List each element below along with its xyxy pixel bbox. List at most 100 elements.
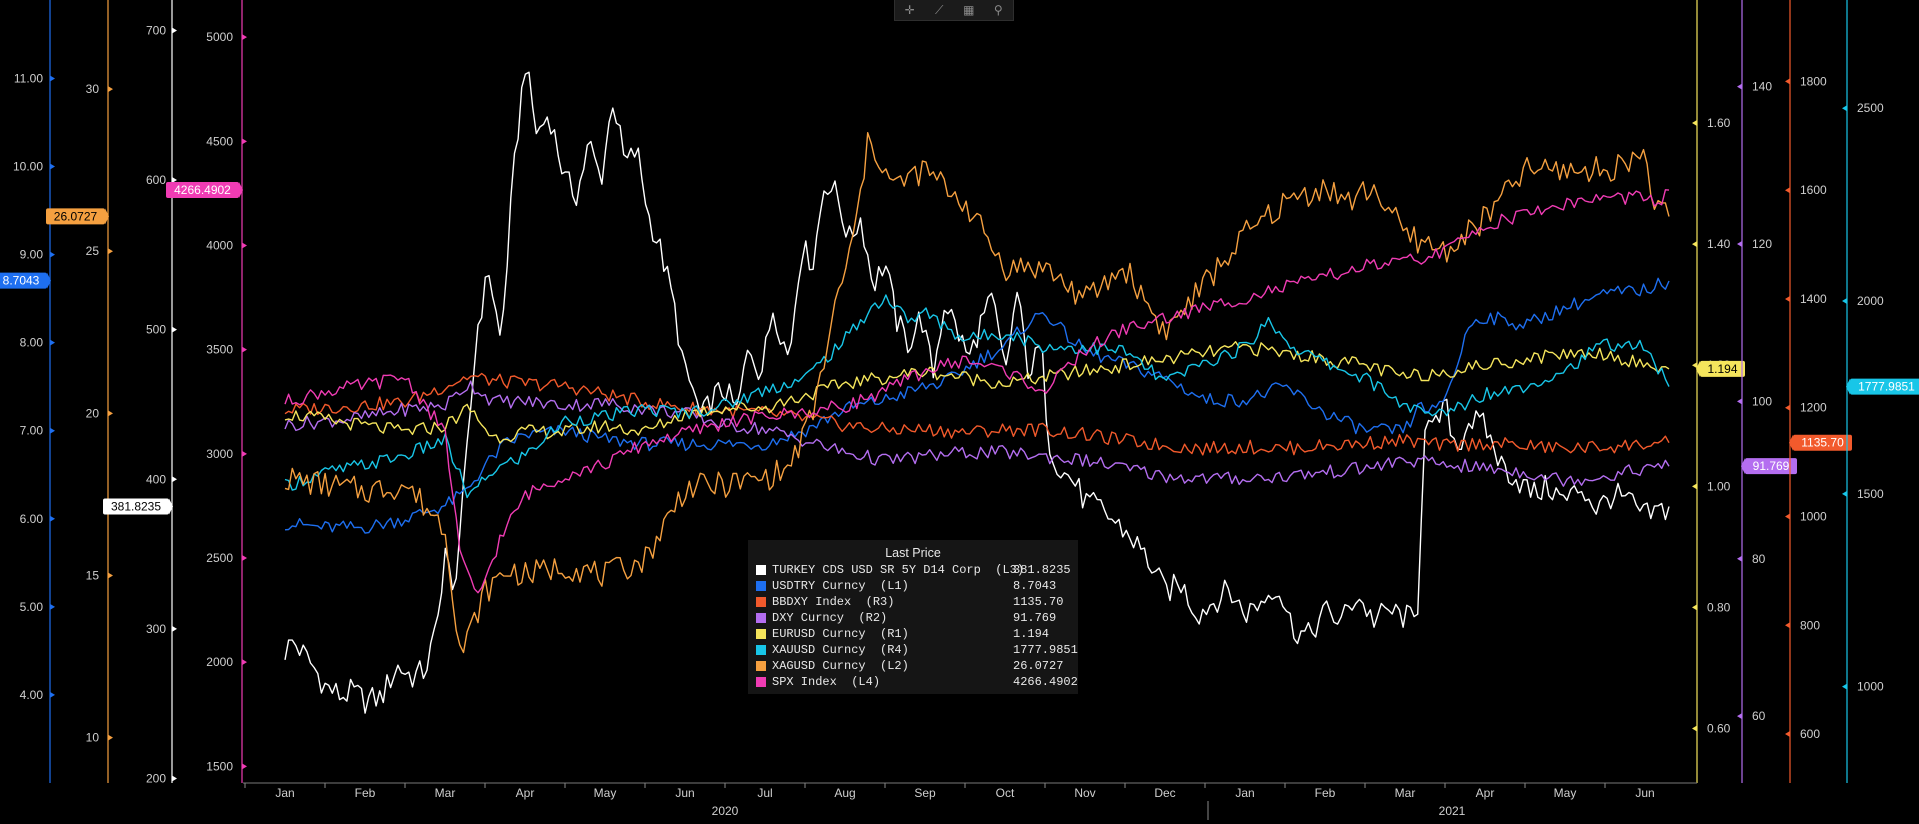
legend-series-value: 1.194 — [1013, 627, 1050, 641]
legend-row: USDTRY Curncy (L1) 8.7043 — [748, 578, 1078, 594]
last-value-label: 1.194 — [1707, 362, 1737, 376]
legend-series-value: 26.0727 — [1013, 659, 1064, 673]
axis-tick-mark — [1785, 731, 1790, 738]
axis-tick-label: 500 — [146, 323, 166, 337]
axis-tick-label: 11.00 — [14, 71, 43, 85]
last-value-label: 381.8235 — [111, 499, 161, 513]
axis-tick-label: 800 — [1800, 618, 1820, 632]
month-label: Apr — [516, 786, 535, 800]
month-label: Jan — [1235, 786, 1254, 800]
last-value-pointer — [105, 208, 109, 225]
crosshair-icon: ✛ — [904, 3, 915, 17]
axis-tick-label: 3000 — [206, 447, 233, 461]
axis-tick-label: 0.60 — [1707, 722, 1731, 736]
legend-series-name: TURKEY CDS USD SR 5Y D14 Corp (L3) — [772, 563, 1025, 577]
axis-tick-label: 1000 — [1857, 680, 1884, 694]
last-value-pointer — [1846, 378, 1850, 395]
legend-series-value: 381.8235 — [1013, 563, 1071, 577]
month-label: Mar — [435, 786, 456, 800]
axis-tick-label: 1800 — [1800, 74, 1827, 88]
legend-swatch — [756, 597, 766, 607]
axis-tick-mark — [1842, 683, 1847, 690]
axis-tick-mark — [50, 691, 55, 698]
month-label: Nov — [1074, 786, 1095, 800]
month-label: Dec — [1154, 786, 1175, 800]
last-value-pointer — [239, 181, 243, 198]
table-icon: ▦ — [963, 3, 975, 17]
series-line-r3 — [284, 372, 1670, 456]
last-value-badge-r2 — [1745, 458, 1797, 475]
axis-tick-mark — [50, 427, 55, 434]
axis-tick-label: 6.00 — [20, 512, 44, 526]
legend-swatch — [756, 645, 766, 655]
last-value-badge-l2 — [46, 208, 105, 225]
axis-tick-mark — [50, 603, 55, 610]
axis-tick-mark — [108, 734, 113, 741]
axis-tick-label: 30 — [86, 82, 100, 96]
legend-series-value: 1135.70 — [1013, 595, 1064, 609]
axis-tick-label: 1200 — [1800, 401, 1827, 415]
last-value-pointer — [169, 498, 173, 515]
axis-tick-mark — [108, 248, 113, 255]
axis-tick-label: 9.00 — [20, 248, 44, 262]
series-line-l4 — [284, 189, 1670, 594]
axis-tick-mark — [108, 410, 113, 417]
series-line-l2 — [284, 131, 1670, 654]
table-button[interactable]: ▦ — [958, 2, 980, 18]
axis-tick-mark — [1842, 298, 1847, 305]
month-label: Jul — [757, 786, 772, 800]
axis-tick-mark — [1785, 78, 1790, 85]
crosshair-button[interactable]: ✛ — [899, 2, 921, 18]
axis-tick-label: 2500 — [1857, 101, 1884, 115]
axis-tick-label: 300 — [146, 622, 166, 636]
axis-tick-mark — [1737, 83, 1742, 90]
axis-tick-label: 1.60 — [1707, 116, 1731, 130]
legend-swatch — [756, 581, 766, 591]
last-value-label: 1777.9851 — [1858, 380, 1915, 394]
axis-tick-label: 600 — [146, 173, 166, 187]
draw-line-icon: ⟋ — [935, 2, 944, 17]
axis-tick-mark — [242, 34, 247, 41]
last-value-label: 4266.4902 — [174, 183, 231, 197]
axis-tick-mark — [172, 775, 177, 782]
month-label: Feb — [355, 786, 376, 800]
axis-tick-label: 2000 — [206, 655, 233, 669]
last-value-badge-l3 — [103, 498, 169, 515]
axis-tick-mark — [1692, 241, 1697, 248]
axis-tick-mark — [242, 450, 247, 457]
axis-tick-mark — [1692, 362, 1697, 369]
legend-series-name: USDTRY Curncy (L1) — [772, 579, 909, 593]
draw-line-button[interactable]: ⟋ — [928, 2, 950, 18]
axis-tick-mark — [172, 625, 177, 632]
axis-tick-label: 1.40 — [1707, 237, 1731, 251]
legend-swatch — [756, 661, 766, 671]
axis-tick-mark — [50, 515, 55, 522]
axis-tick-label: 1600 — [1800, 183, 1827, 197]
axis-tick-label: 120 — [1752, 237, 1772, 251]
axis-tick-mark — [1737, 241, 1742, 248]
axis-tick-label: 1500 — [206, 759, 233, 773]
last-value-label: 26.0727 — [54, 209, 98, 223]
axis-tick-label: 0.80 — [1707, 600, 1731, 614]
axis-tick-mark — [50, 163, 55, 170]
year-label: 2021 — [1439, 804, 1466, 818]
legend-series-value: 1777.9851 — [1013, 643, 1078, 657]
legend-series-name: XAGUSD Curncy (L2) — [772, 659, 909, 673]
last-value-badge-l4 — [166, 181, 239, 198]
legend-series-name: XAUUSD Curncy (R4) — [772, 643, 909, 657]
axis-tick-mark — [1785, 622, 1790, 629]
legend-swatch — [756, 677, 766, 687]
axis-tick-label: 20 — [86, 406, 100, 420]
last-value-badge-r1 — [1700, 360, 1745, 377]
year-label: 2020 — [712, 804, 739, 818]
axis-tick-label: 2000 — [1857, 294, 1884, 308]
axis-tick-label: 5.00 — [20, 600, 44, 614]
axis-tick-label: 3500 — [206, 343, 233, 357]
axis-tick-label: 60 — [1752, 709, 1766, 723]
month-label: Jun — [1635, 786, 1654, 800]
zoom-button[interactable]: ⚲ — [987, 2, 1009, 18]
axis-tick-mark — [1692, 483, 1697, 490]
last-value-pointer — [1696, 360, 1700, 377]
